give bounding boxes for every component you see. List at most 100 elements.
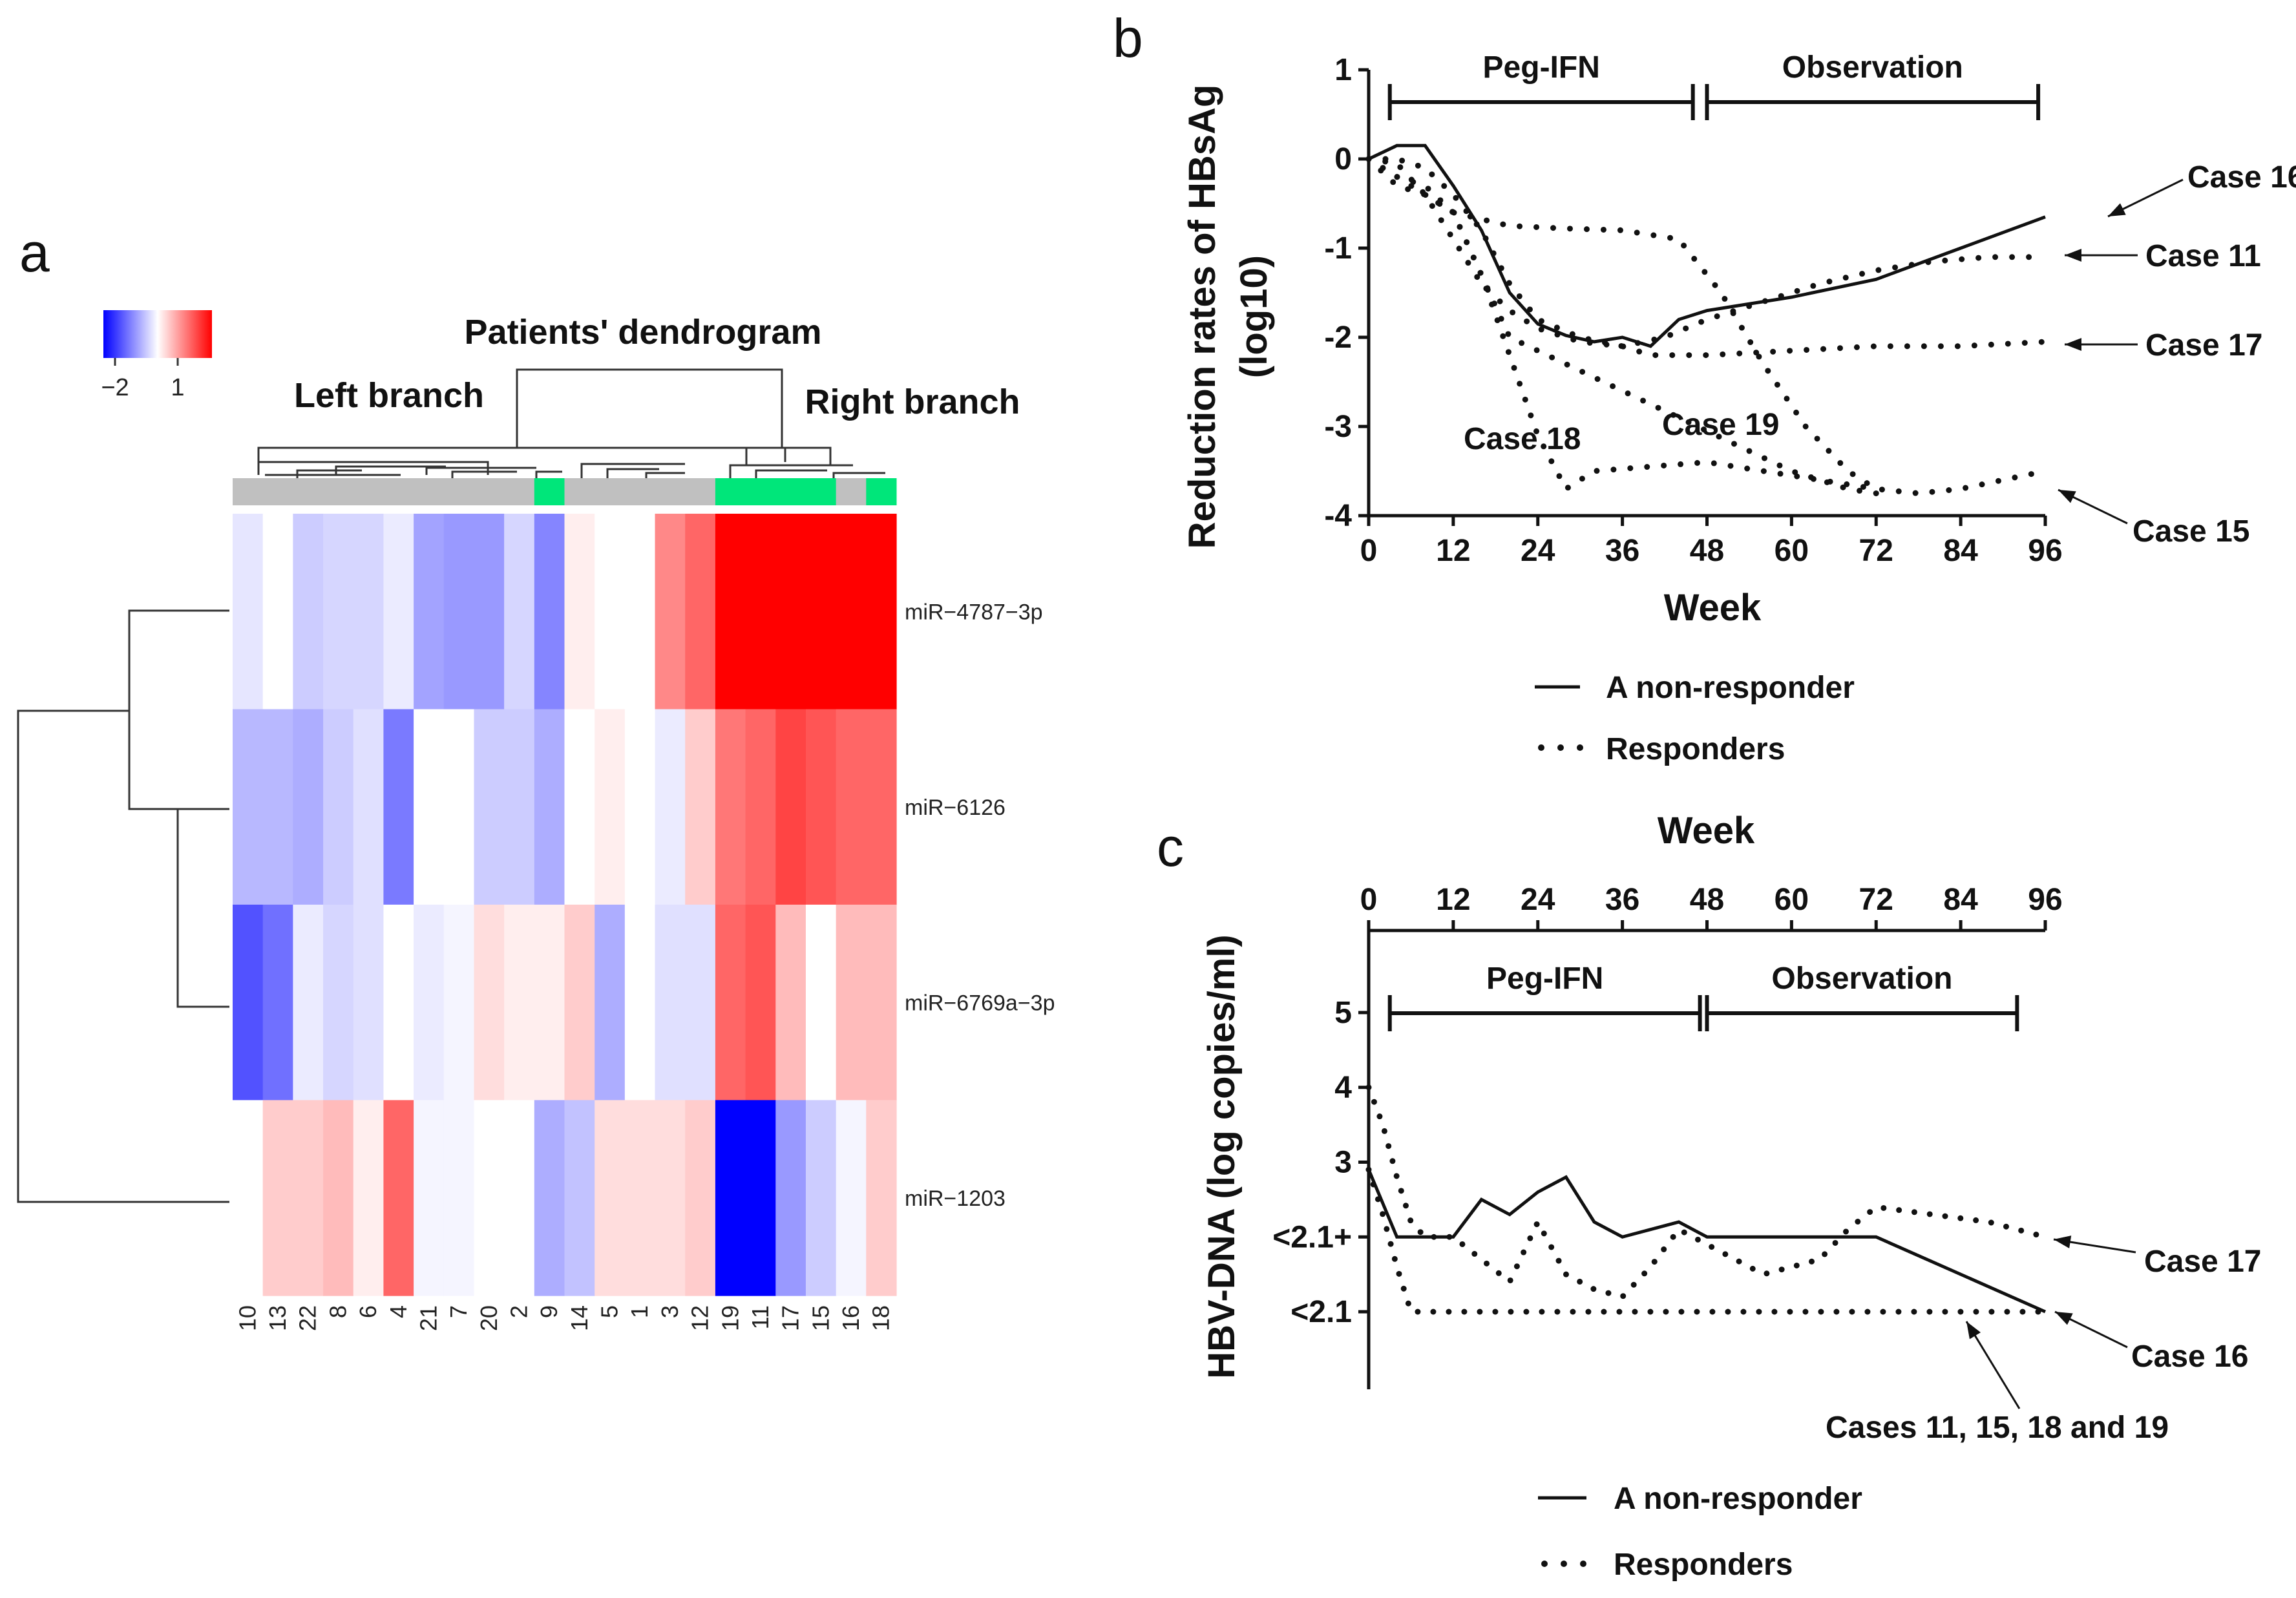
series-dot-case-19	[1491, 300, 1497, 307]
heatmap-cell	[805, 514, 837, 710]
panel-b-xtick-label: 12	[1436, 534, 1470, 568]
series-dot-case-11	[2009, 254, 2016, 260]
annotation-case-16: Case 16	[2187, 160, 2296, 194]
heatmap-col-label: 10	[234, 1305, 260, 1331]
series-dot-case-17	[1669, 352, 1676, 359]
series-dot-case-11	[1762, 298, 1768, 304]
series-dot-cases-11-15-18-and-19	[1802, 1309, 1809, 1315]
series-dot-case-19	[1808, 474, 1815, 481]
panel-b-series	[1365, 143, 2046, 496]
heatmap-cell	[624, 709, 656, 905]
color-key-tick-low: −2	[101, 374, 129, 401]
series-dot-case-19	[1873, 490, 1879, 496]
heatmap-cell	[474, 1100, 505, 1296]
series-dot-case-18	[1777, 470, 1784, 477]
series-dot-cases-11-15-18-and-19	[2035, 1309, 2041, 1315]
series-dot-case-18	[1579, 476, 1585, 482]
series-dot-case-19	[1380, 165, 1386, 171]
series-dot-case-17	[1497, 298, 1503, 304]
series-dot-case-11	[1453, 194, 1459, 201]
group-bar-cell	[805, 478, 837, 505]
phase-label: Peg-IFN	[1486, 962, 1603, 996]
series-dot-case-17	[1787, 348, 1793, 354]
series-dot-cases-11-15-18-and-19	[1374, 1196, 1381, 1203]
series-dot-case-11	[1634, 340, 1641, 346]
series-dot-case-11	[1908, 262, 1915, 268]
series-dot-case-19	[1533, 347, 1540, 353]
heatmap-cell	[233, 514, 264, 710]
series-dot-case-15	[1784, 395, 1790, 402]
series-dot-cases-11-15-18-and-19	[1430, 1309, 1437, 1315]
series-dot-case-17	[1911, 1209, 1917, 1215]
heatmap-cell	[745, 709, 776, 905]
series-dot-cases-11-15-18-and-19	[1554, 1309, 1561, 1315]
series-dot-case-17	[1389, 1158, 1396, 1164]
heatmap-col-label: 19	[717, 1305, 743, 1331]
series-dot-cases-11-15-18-and-19	[1380, 1211, 1386, 1217]
heatmap-cell	[624, 1100, 656, 1296]
group-bar-cell	[685, 478, 716, 505]
annotation-arrowhead	[2055, 1312, 2073, 1325]
panel-c-xtick-label: 96	[2028, 883, 2062, 917]
series-dot-cases-11-15-18-and-19	[1585, 1309, 1592, 1315]
heatmap-cell	[595, 514, 626, 710]
panel-b-xtick-label: 96	[2028, 534, 2062, 568]
series-dot-case-17	[1636, 348, 1643, 355]
series-dot-case-11	[2026, 254, 2032, 260]
series-dot-case-18	[1541, 443, 1547, 450]
panel-c-xtick-label: 84	[1943, 883, 1978, 917]
series-dot-case-17	[1630, 1281, 1637, 1288]
heatmap-cell	[685, 905, 716, 1101]
series-dot-case-19	[1857, 487, 1863, 494]
series-dot-case-17	[1720, 351, 1726, 357]
heatmap-cell	[745, 514, 776, 710]
series-dot-case-17	[1471, 1250, 1478, 1257]
series-dot-cases-11-15-18-and-19	[1405, 1300, 1411, 1307]
series-dot-case-11	[1415, 162, 1421, 169]
heatmap-cell	[564, 514, 595, 710]
series-dot-case-17	[2038, 339, 2045, 345]
series-dot-cases-11-15-18-and-19	[1740, 1309, 1747, 1315]
heatmap-cell	[655, 1100, 686, 1296]
series-dot-case-15	[1467, 213, 1473, 220]
panel-b-ytick-label: -4	[1324, 499, 1352, 533]
series-dot-cases-11-15-18-and-19	[1370, 1181, 1376, 1188]
series-dot-case-19	[1824, 479, 1830, 485]
series-dot-case-15	[1837, 460, 1844, 467]
heatmap-cell	[353, 905, 384, 1101]
series-dot-case-15	[1963, 485, 1969, 491]
series-dot-case-19	[1776, 462, 1783, 468]
series-dot-cases-11-15-18-and-19	[1523, 1309, 1530, 1315]
phase-label: Observation	[1782, 50, 1963, 85]
series-dot-case-17	[1524, 318, 1530, 324]
heatmap-cell	[233, 1100, 264, 1296]
heatmap-col-label: 6	[355, 1305, 381, 1318]
series-dot-case-15	[1895, 488, 1902, 494]
series-dot-case-17	[1988, 341, 1994, 348]
group-bar-cell	[775, 478, 806, 505]
heatmap-cell	[866, 709, 897, 905]
series-dot-case-19	[1701, 426, 1707, 433]
series-dot-case-11	[1859, 271, 1866, 277]
series-dot-cases-11-15-18-and-19	[1647, 1309, 1654, 1315]
series-dot-cases-11-15-18-and-19	[1601, 1309, 1607, 1315]
series-dot-case-17	[1778, 1267, 1785, 1273]
series-dot-case-11	[1698, 319, 1705, 325]
series-dot-case-15	[1774, 381, 1780, 388]
series-dot-case-17	[1855, 1219, 1861, 1225]
series-dot-case-19	[1449, 209, 1456, 215]
series-dot-case-17	[1382, 158, 1389, 165]
series-dot-case-11	[1714, 313, 1720, 319]
series-dot-case-11	[1975, 255, 1982, 261]
series-dot-case-15	[1634, 229, 1640, 236]
series-dot-cases-11-15-18-and-19	[1678, 1309, 1685, 1315]
series-dot-case-17	[1456, 246, 1462, 252]
series-dot-case-17	[1904, 343, 1910, 350]
series-dot-case-18	[1505, 349, 1511, 355]
series-dot-case-18	[1860, 483, 1866, 490]
heatmap-cell	[383, 1100, 414, 1296]
series-dot-case-11	[1826, 279, 1833, 285]
heatmap-col-label: 8	[324, 1305, 351, 1318]
series-dot-case-17	[1510, 309, 1516, 315]
series-dot-case-17	[1527, 1235, 1533, 1241]
